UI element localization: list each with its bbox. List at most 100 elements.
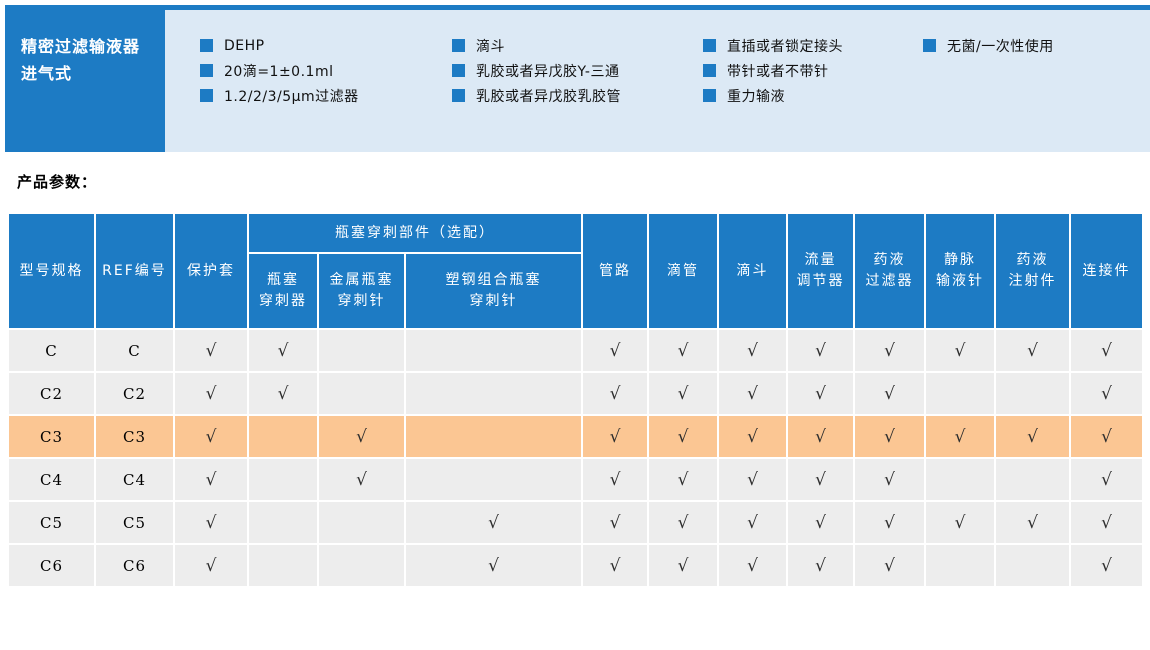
feature-column-1: DEHP 20滴=1±0.1ml 1.2/2/3/5μm过滤器 [200,38,359,114]
feature-panel: DEHP 20滴=1±0.1ml 1.2/2/3/5μm过滤器 滴斗 乳胶或者异… [165,5,1150,152]
cell-check: √ [853,328,926,373]
cell-check: √ [173,500,249,545]
cell-ref: C2 [94,371,175,416]
cell-check: √ [1069,543,1144,588]
bullet-square-icon [703,64,716,77]
header-line: 调节器 [796,273,845,289]
cell-check: √ [581,543,649,588]
cell-check: √ [924,500,996,545]
header-line: 药液 [1016,252,1049,268]
header-line: 注射件 [1008,273,1057,289]
col-header-fluid-filter: 药液 过滤器 [853,212,926,330]
feature-item: 乳胶或者异戊胶Y-三通 [452,64,621,80]
cell-check: √ [317,457,406,502]
cell-check: √ [581,328,649,373]
table-row-c3-highlighted: C3 C3 √ √ √ √ √ √ √ √ √ √ [7,414,1144,459]
col-header-metal-piercing-needle: 金属瓶塞 穿刺针 [317,252,406,330]
feature-item: 20滴=1±0.1ml [200,64,359,80]
cell-check: √ [173,457,249,502]
header-line: 输液针 [936,273,984,289]
cell-check: √ [717,328,788,373]
bullet-square-icon [703,89,716,102]
product-title-box: 精密过滤输液器 进气式 [5,5,165,152]
cell-check [404,414,583,459]
feature-item: 滴斗 [452,39,621,55]
cell-check: √ [581,500,649,545]
cell-check: √ [853,371,926,416]
col-header-injection-part: 药液 注射件 [994,212,1071,330]
cell-check: √ [404,500,583,545]
feature-text: 滴斗 [476,38,505,55]
cell-check: √ [994,500,1071,545]
feature-text: 带针或者不带针 [727,63,829,80]
cell-check: √ [317,414,406,459]
cell-check: √ [786,371,855,416]
cell-check [317,543,406,588]
feature-item: 1.2/2/3/5μm过滤器 [200,89,359,105]
table-row-c4: C4 C4 √ √ √ √ √ √ √ √ [7,457,1144,502]
bullet-square-icon [703,39,716,52]
cell-check [404,328,583,373]
cell-check: √ [853,414,926,459]
feature-item: 重力输液 [703,89,843,105]
cell-check: √ [717,543,788,588]
cell-ref: C [94,328,175,373]
col-header-plastic-steel-piercing-needle: 塑钢组合瓶塞 穿刺针 [404,252,583,330]
col-header-model: 型号规格 [7,212,96,330]
cell-check: √ [647,328,719,373]
product-banner: 精密过滤输液器 进气式 DEHP 20滴=1±0.1ml 1.2/2/3/5μm… [5,5,1150,152]
table-row-c2: C2 C2 √ √ √ √ √ √ √ √ [7,371,1144,416]
cell-ref: C4 [94,457,175,502]
cell-check [247,414,319,459]
feature-item: 乳胶或者异戊胶乳胶管 [452,89,621,105]
cell-model: C3 [7,414,96,459]
feature-column-3: 直插或者锁定接头 带针或者不带针 重力输液 [703,39,843,114]
feature-column-4: 无菌/一次性使用 [923,39,1054,64]
feature-text: 直插或者锁定接头 [727,38,843,55]
feature-text: 无菌/一次性使用 [947,38,1054,55]
header-line: 瓶塞 [267,272,299,288]
cell-check [247,543,319,588]
header-line: 塑钢组合瓶塞 [445,272,542,288]
cell-check: √ [173,543,249,588]
header-line: 药液 [873,252,906,268]
cell-check: √ [994,414,1071,459]
bullet-square-icon [200,39,213,52]
col-header-flow-regulator: 流量 调节器 [786,212,855,330]
col-header-iv-needle: 静脉 输液针 [924,212,996,330]
cell-check: √ [1069,414,1144,459]
feature-item: 无菌/一次性使用 [923,39,1054,55]
bullet-square-icon [452,89,465,102]
cell-check [404,457,583,502]
cell-check [924,457,996,502]
cell-check: √ [717,414,788,459]
cell-ref: C6 [94,543,175,588]
bullet-square-icon [452,64,465,77]
cell-check: √ [647,543,719,588]
cell-check [317,328,406,373]
feature-column-2: 滴斗 乳胶或者异戊胶Y-三通 乳胶或者异戊胶乳胶管 [452,39,621,114]
cell-check: √ [581,414,649,459]
cell-check: √ [786,328,855,373]
feature-text: 20滴=1±0.1ml [224,63,334,80]
cell-check: √ [924,414,996,459]
cell-check: √ [924,328,996,373]
cell-model: C5 [7,500,96,545]
cell-check [994,457,1071,502]
cell-check: √ [786,414,855,459]
cell-ref: C5 [94,500,175,545]
table-row-c6: C6 C6 √ √ √ √ √ √ √ √ [7,543,1144,588]
header-line: 穿刺针 [469,293,518,309]
cell-check: √ [786,457,855,502]
cell-check: √ [1069,371,1144,416]
header-line: 静脉 [944,252,976,268]
feature-item: 带针或者不带针 [703,64,843,80]
cell-check: √ [994,328,1071,373]
col-header-ref: REF编号 [94,212,175,330]
cell-check [404,371,583,416]
cell-check [924,371,996,416]
feature-text: 乳胶或者异戊胶Y-三通 [476,63,620,80]
table-row-c: C C √ √ √ √ √ √ √ √ √ √ [7,328,1144,373]
cell-check [994,543,1071,588]
header-line: 穿刺针 [337,293,386,309]
